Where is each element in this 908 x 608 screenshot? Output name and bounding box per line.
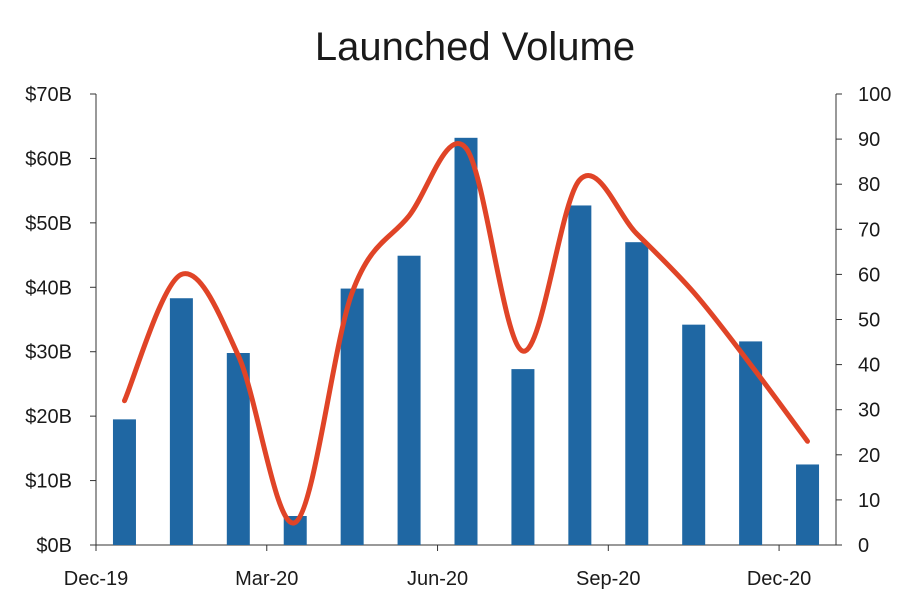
left-tick-label: $0B bbox=[36, 535, 72, 557]
bar bbox=[682, 324, 706, 545]
x-tick-label: Dec-20 bbox=[747, 568, 811, 590]
bar bbox=[625, 242, 649, 545]
right-tick-label: 50 bbox=[858, 310, 880, 332]
right-tick-label: 40 bbox=[858, 355, 880, 377]
line-point bbox=[124, 400, 125, 401]
right-tick-label: 100 bbox=[858, 84, 891, 106]
line-point bbox=[238, 355, 239, 356]
x-tick-label: Dec-19 bbox=[64, 568, 128, 590]
bars-layer bbox=[112, 137, 820, 546]
right-tick-label: 70 bbox=[858, 219, 880, 241]
left-tick-label: $40B bbox=[25, 277, 72, 299]
right-tick-label: 20 bbox=[858, 445, 880, 467]
right-tick-label: 90 bbox=[858, 129, 880, 151]
bar bbox=[511, 369, 535, 545]
left-tick-label: $10B bbox=[25, 471, 72, 493]
line-series bbox=[122, 141, 810, 526]
left-tick-label: $30B bbox=[25, 342, 72, 364]
bar bbox=[454, 137, 478, 545]
line-point bbox=[636, 233, 637, 234]
line-point bbox=[295, 522, 296, 523]
ticks-layer: $0B $10B $20B $30B $40B $50B $60B $70B 0 10 20 30 40… bbox=[25, 84, 891, 590]
bar bbox=[796, 464, 820, 545]
bar bbox=[340, 288, 364, 545]
bar bbox=[169, 298, 193, 545]
left-tick-label: $20B bbox=[25, 406, 72, 428]
right-tick-label: 30 bbox=[858, 400, 880, 422]
bar bbox=[397, 255, 421, 546]
right-tick-label: 0 bbox=[858, 535, 869, 557]
line-point bbox=[466, 148, 467, 149]
bar bbox=[568, 205, 592, 545]
left-tick-label: $50B bbox=[25, 213, 72, 235]
line-point bbox=[181, 274, 182, 275]
line-point bbox=[750, 364, 751, 365]
right-tick-label: 60 bbox=[858, 264, 880, 286]
bar bbox=[739, 341, 763, 545]
line-point bbox=[352, 292, 353, 293]
line-point bbox=[522, 351, 523, 352]
line-point bbox=[579, 179, 580, 180]
bar bbox=[226, 353, 250, 545]
line-point bbox=[409, 215, 410, 216]
right-tick-label: 80 bbox=[858, 174, 880, 196]
left-tick-label: $60B bbox=[25, 148, 72, 170]
chart-title: Launched Volume bbox=[315, 25, 635, 69]
bar bbox=[112, 419, 136, 545]
x-tick-label: Sep-20 bbox=[576, 568, 641, 590]
line-layer bbox=[122, 141, 810, 526]
left-tick-label: $70B bbox=[25, 84, 72, 106]
x-tick-label: Jun-20 bbox=[407, 568, 468, 590]
line-point bbox=[807, 441, 808, 442]
right-tick-label: 10 bbox=[858, 490, 880, 512]
line-point bbox=[693, 292, 694, 293]
x-tick-label: Mar-20 bbox=[235, 568, 298, 590]
